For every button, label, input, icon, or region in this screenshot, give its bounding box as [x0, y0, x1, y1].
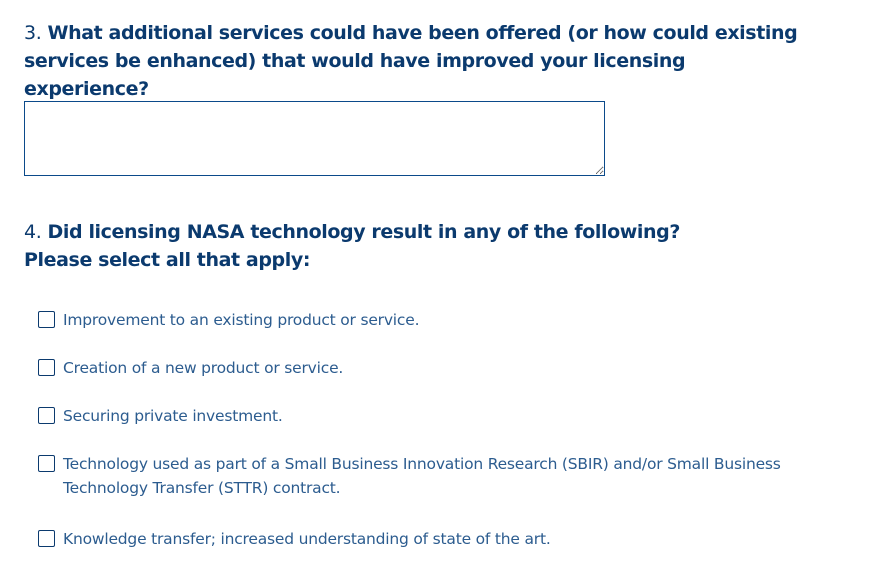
option-improvement[interactable]: Improvement to an existing product or se…: [38, 308, 420, 332]
checkbox[interactable]: [38, 455, 55, 472]
option-label[interactable]: Creation of a new product or service.: [63, 359, 344, 377]
question-text: Did licensing NASA technology result in …: [47, 221, 681, 243]
question-subtext: Please select all that apply:: [24, 249, 311, 271]
question-3-title: 3. What additional services could have b…: [24, 19, 804, 103]
checkbox[interactable]: [38, 407, 55, 424]
option-label[interactable]: Technology used as part of a Small Busin…: [63, 455, 781, 497]
checkbox[interactable]: [38, 359, 55, 376]
question-3-answer-textarea[interactable]: [24, 101, 605, 176]
option-sbir-sttr[interactable]: Technology used as part of a Small Busin…: [38, 452, 818, 500]
question-text: What additional services could have been…: [24, 22, 798, 100]
question-number: 3.: [24, 22, 42, 44]
question-number: 4.: [24, 221, 42, 243]
checkbox[interactable]: [38, 530, 55, 547]
option-label[interactable]: Securing private investment.: [63, 407, 283, 425]
option-label[interactable]: Improvement to an existing product or se…: [63, 311, 420, 329]
option-new-product[interactable]: Creation of a new product or service.: [38, 356, 343, 380]
question-4-title: 4. Did licensing NASA technology result …: [24, 218, 804, 274]
option-knowledge-transfer[interactable]: Knowledge transfer; increased understand…: [38, 527, 551, 551]
checkbox[interactable]: [38, 311, 55, 328]
option-private-investment[interactable]: Securing private investment.: [38, 404, 283, 428]
option-label[interactable]: Knowledge transfer; increased understand…: [63, 530, 551, 548]
